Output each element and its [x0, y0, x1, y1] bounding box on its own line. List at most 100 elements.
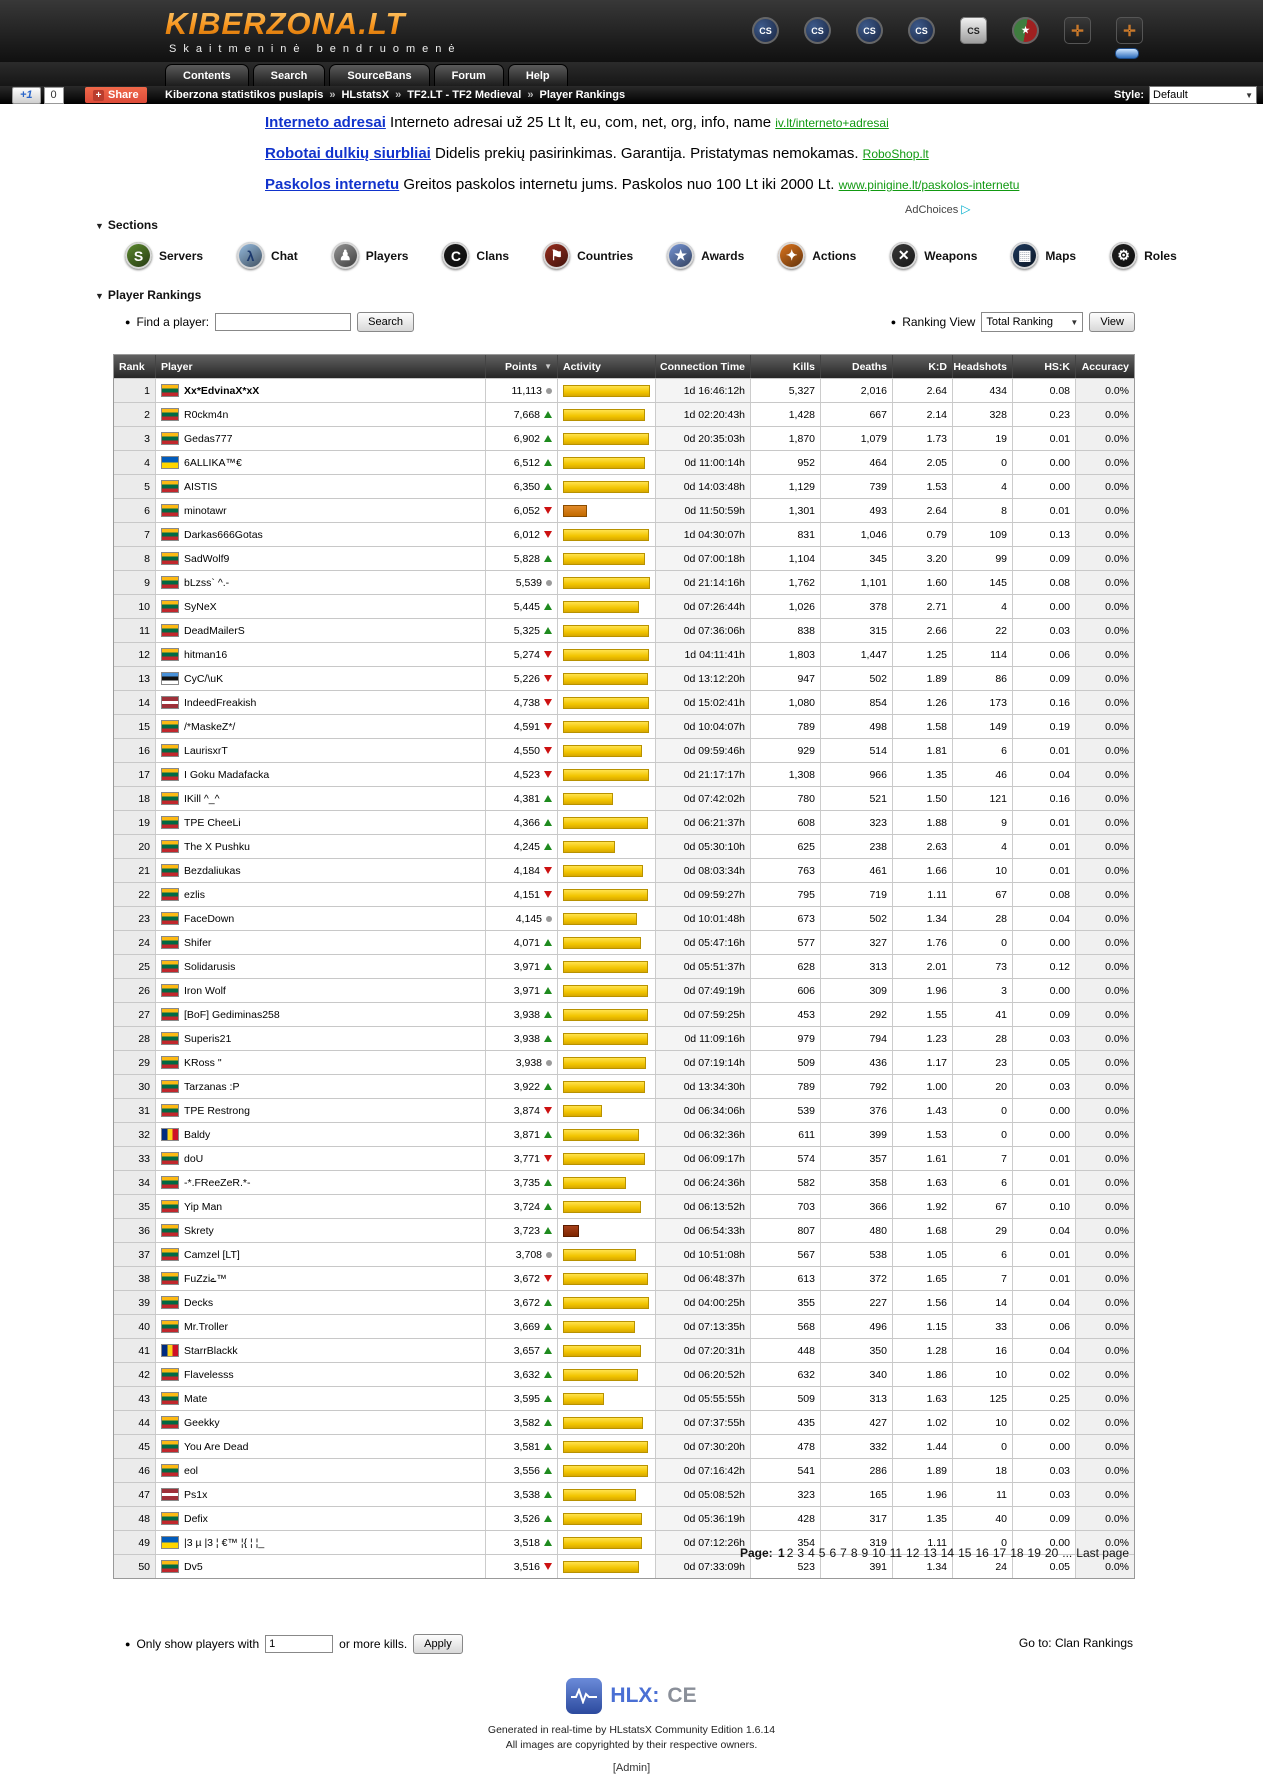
page-link-17[interactable]: 17 [992, 1546, 1007, 1560]
section-item-roles[interactable]: ⚙ Roles [1110, 242, 1177, 269]
player-name-link[interactable]: FaceDown [184, 912, 235, 925]
player-name-link[interactable]: FuZziے™ [184, 1272, 227, 1285]
player-name-link[interactable]: StarrBlackk [184, 1344, 238, 1357]
player-name-link[interactable]: IndeedFreakish [184, 696, 257, 709]
page-link-20[interactable]: 20 [1044, 1546, 1059, 1560]
player-rankings-header[interactable]: ▼ Player Rankings [95, 288, 201, 302]
player-name-link[interactable]: TPE Restrong [184, 1104, 250, 1117]
player-name-link[interactable]: hitman16 [184, 648, 228, 661]
player-name-link[interactable]: 6ALLIKA™€ [184, 456, 242, 469]
section-item-maps[interactable]: ▦ Maps [1011, 242, 1076, 269]
page-link-18[interactable]: 18 [1010, 1546, 1024, 1560]
page-link-10[interactable]: 10 [872, 1546, 886, 1560]
player-name-link[interactable]: DeadMailerS [184, 624, 245, 637]
player-name-link[interactable]: I Goku Madafacka [184, 768, 270, 781]
column-header-headshots[interactable]: Headshots [953, 355, 1013, 378]
tab-forum[interactable]: Forum [433, 64, 504, 86]
player-name-link[interactable]: Superis21 [184, 1032, 232, 1045]
column-header-kills[interactable]: Kills [751, 355, 821, 378]
player-name-link[interactable]: The X Pushku [184, 840, 250, 853]
player-name-link[interactable]: doU [184, 1152, 204, 1165]
plusone-icon[interactable]: +1 [12, 87, 41, 104]
section-item-players[interactable]: ♟ Players [331, 242, 408, 269]
player-name-link[interactable]: Mr.Troller [184, 1320, 228, 1333]
ad-url-link[interactable]: iv.lt/interneto+adresai [775, 116, 889, 130]
tab-sourcebans[interactable]: SourceBans [329, 64, 430, 86]
player-name-link[interactable]: Gedas777 [184, 432, 233, 445]
page-link-13[interactable]: 13 [923, 1546, 937, 1560]
kills-filter-input[interactable] [265, 1635, 334, 1653]
tf2-server-icon[interactable]: ✛ [1116, 17, 1143, 44]
player-name-link[interactable]: Baldy [184, 1128, 211, 1141]
share-button[interactable]: + Share [85, 87, 147, 103]
section-item-clans[interactable]: C Clans [442, 242, 509, 269]
css-server-icon[interactable]: CS [908, 17, 935, 44]
player-name-link[interactable]: eol [184, 1464, 199, 1477]
player-name-link[interactable]: Yip Man [184, 1200, 223, 1213]
cs16-server-icon[interactable]: CS [960, 17, 987, 44]
clan-rankings-link[interactable]: Clan Rankings [1054, 1636, 1133, 1650]
breadcrumb-item[interactable]: Player Rankings [539, 89, 626, 101]
player-name-link[interactable]: Shifer [184, 936, 212, 949]
section-item-weapons[interactable]: ✕ Weapons [890, 242, 977, 269]
ad-url-link[interactable]: www.pinigine.lt/paskolos-internetu [838, 178, 1020, 192]
player-name-link[interactable]: Tarzanas :P [184, 1080, 240, 1093]
ranking-view-select[interactable]: Total Ranking ▼ [981, 312, 1084, 332]
player-name-link[interactable]: minotawr [184, 504, 227, 517]
ad-url-link[interactable]: RoboShop.lt [862, 147, 929, 161]
player-name-link[interactable]: SyNeX [184, 600, 217, 613]
player-name-link[interactable]: Xx*EdvinaX*xX [184, 384, 260, 397]
adchoices-link[interactable]: AdChoices ▷ [905, 202, 971, 216]
hltv-icon[interactable] [1115, 48, 1139, 59]
player-name-link[interactable]: Camzel [LT] [184, 1248, 240, 1261]
player-name-link[interactable]: CyC/\uK [184, 672, 224, 685]
section-item-chat[interactable]: λ Chat [237, 242, 298, 269]
czero-server-icon[interactable]: ★ [1012, 17, 1039, 44]
find-player-input[interactable] [215, 313, 352, 331]
last-page-link[interactable]: Last page [1076, 1546, 1129, 1560]
section-item-actions[interactable]: ✦ Actions [778, 242, 856, 269]
css-server-icon[interactable]: CS [752, 17, 779, 44]
page-link-11[interactable]: 11 [889, 1546, 903, 1560]
page-link-12[interactable]: 12 [906, 1546, 920, 1560]
page-link-8[interactable]: 8 [850, 1546, 858, 1560]
player-name-link[interactable]: LaurisxrT [184, 744, 228, 757]
ad-title-link[interactable]: Interneto adresai [265, 114, 386, 131]
column-header-points[interactable]: Points ▼ [486, 355, 558, 378]
player-name-link[interactable]: Geekky [184, 1416, 220, 1429]
player-name-link[interactable]: |3 µ |3 ¦ €™ ¦{ ¦ ¦_ [184, 1536, 265, 1549]
player-name-link[interactable]: Decks [184, 1296, 214, 1309]
player-name-link[interactable]: TPE CheeLi [184, 816, 241, 829]
player-name-link[interactable]: R0ckm4n [184, 408, 229, 421]
player-name-link[interactable]: Bezdaliukas [184, 864, 241, 877]
player-name-link[interactable]: Defix [184, 1512, 208, 1525]
player-name-link[interactable]: Dv5 [184, 1560, 203, 1573]
column-header-deaths[interactable]: Deaths [821, 355, 893, 378]
tab-contents[interactable]: Contents [165, 64, 249, 86]
column-header-rank[interactable]: Rank [114, 355, 156, 378]
admin-link[interactable]: [Admin] [612, 1762, 651, 1774]
column-header-hs-k[interactable]: HS:K [1013, 355, 1076, 378]
player-name-link[interactable]: Flavelesss [184, 1368, 234, 1381]
player-name-link[interactable]: [BoF] Gediminas258 [184, 1008, 280, 1021]
player-name-link[interactable]: -*.FReeZeR.*- [184, 1176, 251, 1189]
style-select[interactable]: Default ▼ [1149, 86, 1257, 104]
breadcrumb-item[interactable]: HLstatsX [341, 89, 390, 101]
page-link-2[interactable]: 2 [786, 1546, 794, 1560]
sections-header[interactable]: ▼ Sections [95, 218, 158, 232]
breadcrumb-item[interactable]: Kiberzona statistikos puslapis [165, 89, 324, 101]
apply-button[interactable]: Apply [413, 1634, 463, 1654]
page-link-7[interactable]: 7 [840, 1546, 847, 1560]
player-name-link[interactable]: ezlis [184, 888, 206, 901]
column-header-connection-time[interactable]: Connection Time [656, 355, 751, 378]
search-button[interactable]: Search [357, 312, 414, 332]
player-name-link[interactable]: IKill ^_^ [184, 792, 220, 805]
breadcrumb-item[interactable]: TF2.LT - TF2 Medieval [407, 89, 522, 101]
page-link-9[interactable]: 9 [861, 1546, 869, 1560]
player-name-link[interactable]: Mate [184, 1392, 208, 1405]
section-item-countries[interactable]: ⚑ Countries [543, 242, 633, 269]
tab-help[interactable]: Help [507, 64, 568, 86]
player-name-link[interactable]: AISTIS [184, 480, 218, 493]
page-link-5[interactable]: 5 [818, 1546, 826, 1560]
player-name-link[interactable]: You Are Dead [184, 1440, 249, 1453]
